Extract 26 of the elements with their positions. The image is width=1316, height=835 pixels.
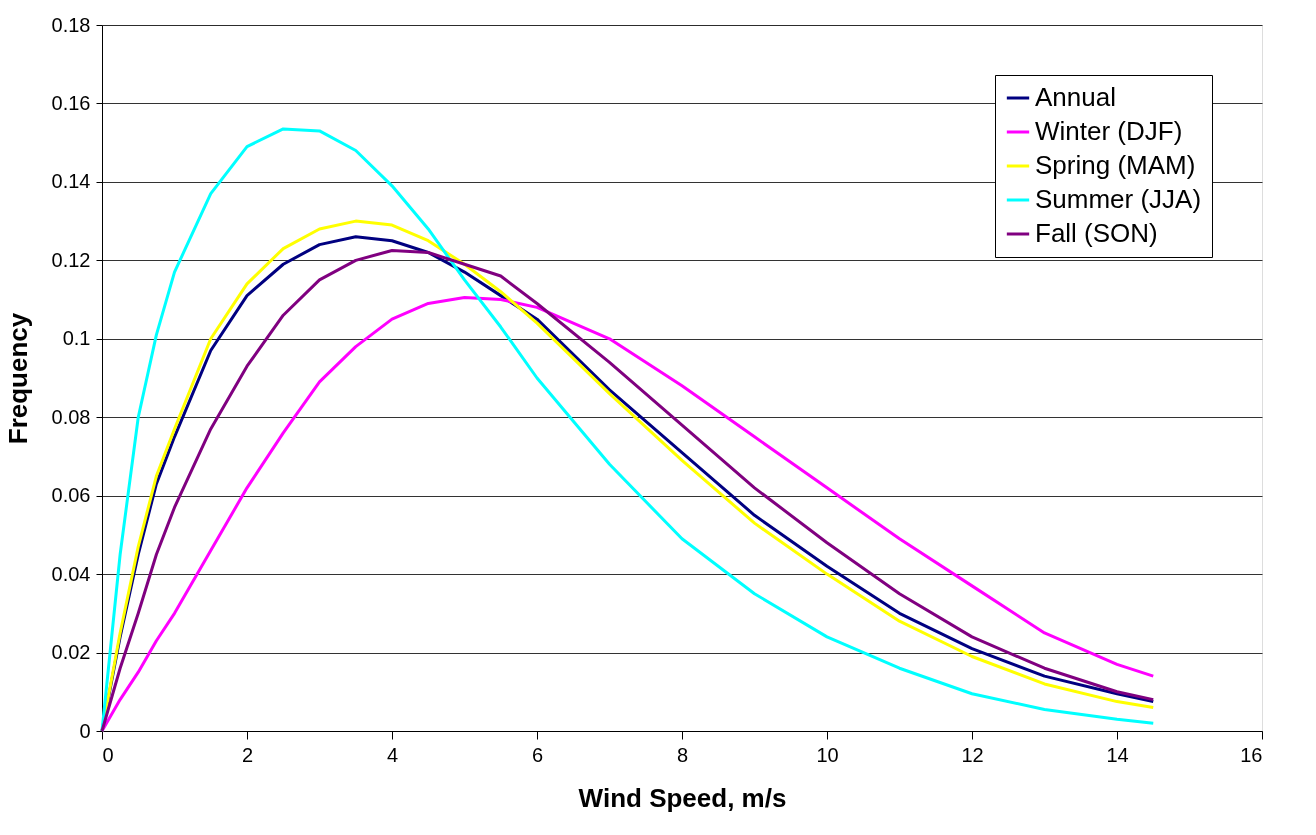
y-tick-label: 0 — [79, 719, 91, 742]
y-tick-label: 0.14 — [51, 170, 91, 193]
y-tick-label: 0.16 — [51, 91, 91, 114]
x-tick-label: 4 — [386, 743, 399, 766]
x-tick-label: 0 — [102, 743, 114, 766]
y-tick-label: 0.1 — [62, 327, 91, 350]
x-tick-label: 16 — [1240, 743, 1263, 766]
x-tick-label: 12 — [961, 743, 984, 766]
y-tick-label: 0.04 — [51, 562, 91, 585]
y-tick-label: 0.08 — [51, 405, 91, 428]
y-tick-label: 0.06 — [51, 484, 91, 507]
y-axis-title: Frequency — [2, 312, 33, 445]
y-tick-label: 0.18 — [51, 13, 91, 36]
x-axis-title: Wind Speed, m/s — [578, 782, 787, 813]
x-tick-label: 8 — [676, 743, 689, 766]
x-tick-label: 10 — [816, 743, 839, 766]
x-tick-label: 2 — [241, 743, 254, 766]
x-tick-label: 14 — [1106, 743, 1129, 766]
x-tick-label: 6 — [531, 743, 544, 766]
y-tick-label: 0.02 — [51, 641, 91, 664]
legend-label: Summer (JJA) — [1035, 184, 1202, 214]
legend-label: Winter (DJF) — [1035, 116, 1183, 146]
legend-label: Spring (MAM) — [1035, 150, 1196, 180]
y-tick-label: 0.12 — [51, 248, 91, 271]
legend-label: Fall (SON) — [1035, 218, 1158, 248]
legend-label: Annual — [1035, 82, 1116, 112]
